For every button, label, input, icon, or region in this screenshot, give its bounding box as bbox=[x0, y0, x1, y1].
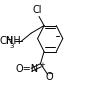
Text: CH: CH bbox=[0, 36, 14, 46]
Text: O=N: O=N bbox=[16, 64, 39, 74]
Text: +: + bbox=[39, 61, 45, 68]
Text: NH: NH bbox=[5, 36, 20, 46]
Text: −: − bbox=[48, 71, 54, 77]
Text: 3: 3 bbox=[9, 43, 14, 49]
Text: O: O bbox=[45, 72, 53, 82]
Text: Cl: Cl bbox=[33, 5, 42, 15]
